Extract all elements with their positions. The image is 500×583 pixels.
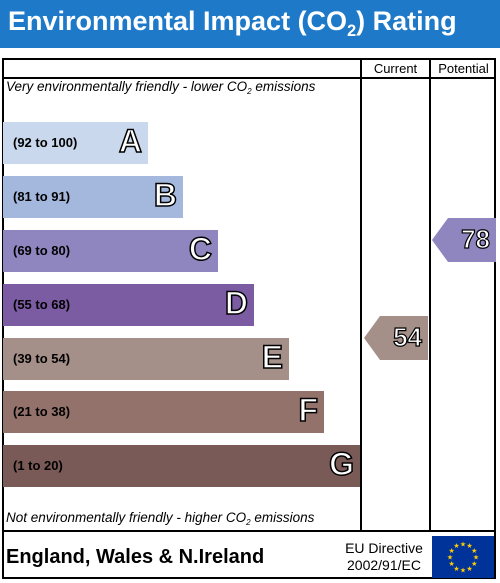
bottom-note: Not environmentally friendly - higher CO…	[6, 510, 315, 527]
top-note: Very environmentally friendly - lower CO…	[6, 79, 316, 96]
star-icon: ★	[473, 554, 479, 562]
band-letter: D	[224, 284, 249, 322]
potential-arrow-shape	[432, 218, 496, 262]
star-icon: ★	[466, 542, 472, 550]
band-e: (39 to 54) E	[3, 338, 289, 380]
band-range-label: (55 to 68)	[13, 297, 71, 312]
divider-potential	[429, 58, 431, 531]
star-icon: ★	[471, 560, 477, 568]
band-range-label: (21 to 38)	[13, 404, 71, 419]
eu-flag-icon: ★ ★ ★ ★ ★ ★ ★ ★ ★ ★ ★ ★	[432, 536, 494, 578]
band-letter: C	[188, 230, 213, 268]
star-icon: ★	[466, 565, 472, 573]
band-letter: A	[118, 122, 143, 160]
star-icon: ★	[460, 541, 466, 549]
band-letter: B	[153, 176, 178, 214]
column-header-current: Current	[373, 61, 418, 76]
star-icon: ★	[453, 542, 459, 550]
band-d: (55 to 68) D	[3, 284, 254, 326]
star-icon: ★	[471, 547, 477, 555]
potential-rating-arrow: 78	[432, 218, 496, 262]
band-letter: F	[298, 391, 319, 429]
band-a: (92 to 100) A	[3, 122, 148, 164]
star-icon: ★	[447, 554, 453, 562]
directive-line2: 2002/91/EC	[347, 557, 421, 573]
current-rating-arrow: 54	[364, 316, 428, 360]
star-icon: ★	[449, 560, 455, 568]
band-letter: E	[261, 338, 284, 376]
directive-line1: EU Directive	[345, 540, 423, 556]
star-icon: ★	[460, 567, 466, 575]
band-range-label: (81 to 91)	[13, 189, 71, 204]
footer-region: England, Wales & N.Ireland	[6, 546, 265, 568]
scale-top-divider	[2, 77, 362, 79]
band-g: (1 to 20) G	[3, 445, 360, 487]
footer-divider	[2, 530, 496, 532]
header-bar: Environmental Impact (CO2) Rating	[0, 0, 500, 48]
band-b: (81 to 91) B	[3, 176, 183, 218]
band-f: (21 to 38) F	[3, 391, 324, 433]
band-range-label: (1 to 20)	[13, 458, 63, 473]
star-icon: ★	[453, 565, 459, 573]
band-range-label: (92 to 100)	[13, 135, 78, 150]
eu-stars: ★★★★★★★★★ ★ ★★	[447, 541, 479, 575]
header-row-divider	[360, 77, 496, 79]
divider-current	[360, 58, 362, 531]
band-c: (69 to 80) C	[3, 230, 218, 272]
eu-directive: EU Directive 2002/91/EC	[336, 540, 432, 574]
potential-rating-value: 78	[460, 223, 490, 254]
band-letter: G	[328, 445, 354, 483]
band-range-label: (69 to 80)	[13, 243, 71, 258]
current-rating-value: 54	[392, 321, 422, 352]
current-arrow-shape	[364, 316, 428, 360]
star-icon: ★	[449, 547, 455, 555]
band-range-label: (39 to 54)	[13, 351, 71, 366]
page-title: Environmental Impact (CO2) Rating	[8, 6, 457, 40]
column-header-potential: Potential	[438, 61, 489, 76]
